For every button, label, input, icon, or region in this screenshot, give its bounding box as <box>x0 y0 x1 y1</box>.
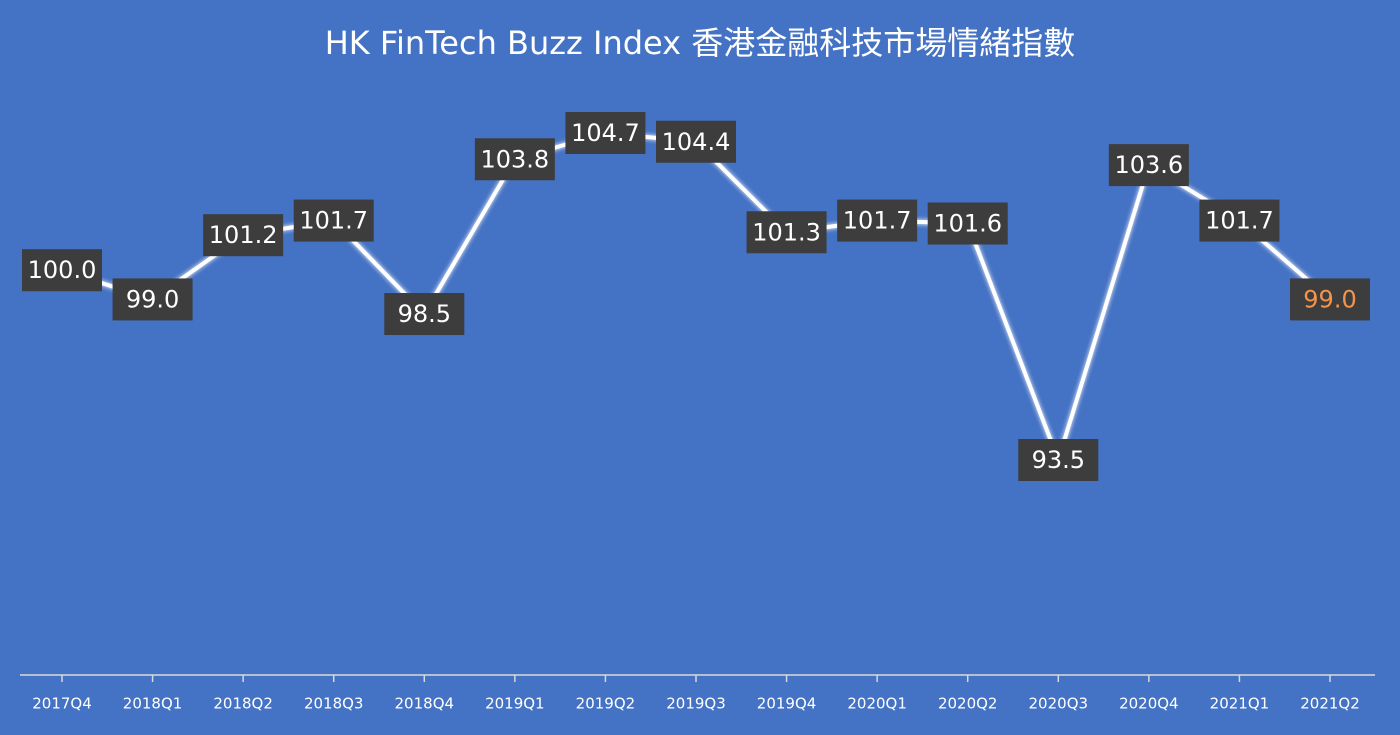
data-label-box <box>1018 439 1099 481</box>
x-tick-label: 2021Q2 <box>1300 695 1360 713</box>
data-label: 104.4 <box>662 128 731 156</box>
data-label-box <box>474 138 555 181</box>
data-label-box <box>927 202 1008 245</box>
data-label: 101.2 <box>209 221 278 249</box>
data-label-box <box>656 120 736 163</box>
x-tick-label: 2019Q1 <box>485 695 545 713</box>
data-label-box <box>293 199 374 242</box>
data-label: 101.3 <box>752 218 821 246</box>
chart-title: HK FinTech Buzz Index 香港金融科技市場情緒指數 <box>325 24 1076 62</box>
x-tick-label: 2019Q3 <box>666 695 726 713</box>
data-label-box <box>384 293 465 336</box>
data-label-box <box>746 211 827 254</box>
data-label-box <box>112 278 193 321</box>
x-tick-label: 2021Q1 <box>1210 695 1270 713</box>
data-label-box <box>565 112 646 154</box>
data-label: 99.0 <box>1303 285 1356 313</box>
data-label-box <box>203 214 284 257</box>
x-tick-label: 2018Q4 <box>395 695 455 713</box>
data-label-box <box>22 249 102 292</box>
x-tick-label: 2020Q1 <box>847 695 907 713</box>
x-tick-label: 2020Q2 <box>938 695 998 713</box>
x-tick-label: 2018Q1 <box>123 695 183 713</box>
data-label: 98.5 <box>398 300 451 328</box>
data-label: 100.0 <box>28 256 97 284</box>
data-label: 93.5 <box>1032 446 1085 474</box>
data-label: 103.6 <box>1114 151 1183 179</box>
data-label-box <box>1108 144 1189 187</box>
x-tick-label: 2017Q4 <box>32 695 92 713</box>
data-label: 104.7 <box>571 119 640 147</box>
x-tick-label: 2018Q2 <box>213 695 273 713</box>
data-label-box <box>1199 199 1280 242</box>
x-tick-label: 2018Q3 <box>304 695 364 713</box>
x-tick-label: 2020Q4 <box>1119 695 1179 713</box>
data-label-box <box>837 199 918 242</box>
data-label: 99.0 <box>126 285 179 313</box>
data-label: 101.7 <box>299 207 368 235</box>
x-tick-label: 2019Q4 <box>757 695 817 713</box>
data-label: 101.6 <box>933 210 1002 238</box>
x-tick-label: 2019Q2 <box>576 695 636 713</box>
data-label-box <box>1290 278 1370 321</box>
data-label: 101.7 <box>1205 207 1274 235</box>
data-label: 101.7 <box>843 207 912 235</box>
x-tick-label: 2020Q3 <box>1029 695 1089 713</box>
data-label: 103.8 <box>480 145 549 173</box>
